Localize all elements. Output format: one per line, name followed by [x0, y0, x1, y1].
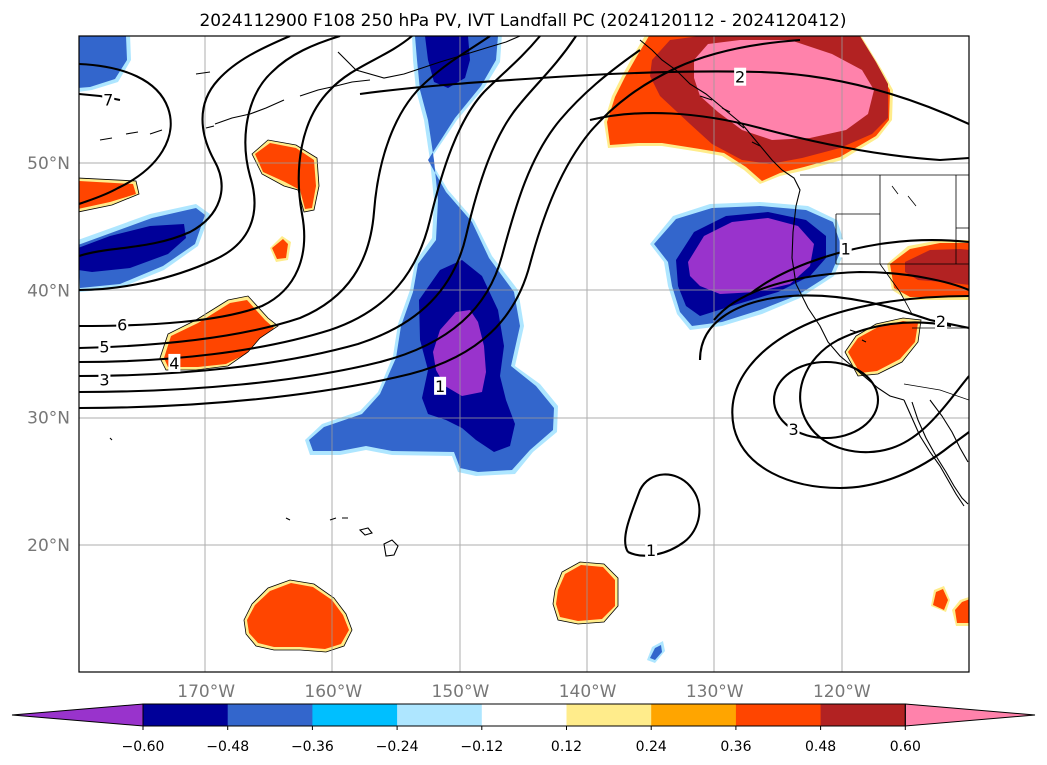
ivt-contours: [79, 36, 969, 557]
gridlines: [79, 36, 969, 672]
colorbar-tick-label: 0.60: [890, 739, 921, 755]
colorbar-extend-min: [11, 703, 144, 727]
colorbar: −0.60 −0.48 −0.36 −0.24 −0.12 0.12 0.24 0.36 0.4…: [11, 703, 1036, 755]
colorbar-frame: [142, 703, 906, 727]
colorbar-segment: [481, 704, 567, 726]
colorbar-tick-label: −0.24: [376, 739, 419, 755]
longitude-label: 140°W: [559, 682, 617, 702]
longitude-label: 160°W: [304, 682, 362, 702]
latitude-label: 40°N: [27, 281, 70, 301]
contour-label: 6: [117, 316, 127, 335]
contour-label-halo: [102, 90, 115, 109]
colorbar-tick-label: −0.12: [460, 739, 503, 755]
colorbar-segment: [651, 704, 737, 726]
contour-label-halo: [734, 67, 747, 86]
map-content: 7 65 4 3 1 2 1 2 3 1: [79, 36, 969, 672]
colorbar-tick-label: 0.48: [805, 739, 836, 755]
contour-label-halo: [116, 315, 129, 334]
contour-label: 3: [788, 420, 798, 439]
contour-label: 3: [99, 370, 109, 389]
colorbar-tick-label: −0.60: [122, 739, 165, 755]
contour-label: 2: [735, 68, 745, 87]
contour-label: 1: [841, 239, 851, 258]
pv-fill-pink: [694, 40, 874, 140]
contour-label-halo: [98, 337, 111, 356]
hawaii-island-icon: [383, 539, 399, 557]
contour-label-halo: [168, 353, 181, 372]
longitude-label: 150°W: [432, 682, 490, 702]
latitude-label: 30°N: [27, 409, 70, 429]
contour-label: 4: [169, 354, 179, 373]
pv-fill-orange-red: [79, 36, 969, 649]
contour-label: 5: [99, 337, 109, 356]
colorbar-segment: [820, 704, 906, 726]
colorbar-segment: [397, 704, 483, 726]
contour-label-halo: [98, 370, 111, 389]
longitude-label: 130°W: [686, 682, 744, 702]
colorbar-segment: [227, 704, 313, 726]
colorbar-tick-label: −0.48: [206, 739, 249, 755]
contour-label: 1: [435, 377, 445, 396]
contour-label: 1: [646, 541, 656, 560]
contour-label-halo: [787, 420, 800, 439]
contour-label-halo: [434, 376, 447, 395]
latitude-labels: 50°N 40°N 30°N 20°N: [27, 154, 70, 556]
colorbar-segment: [143, 704, 229, 726]
positive-pv-shading: [79, 36, 969, 652]
latitude-label: 20°N: [27, 536, 70, 556]
contour-labels: 7 65 4 3 1 2 1 2 3 1: [98, 67, 948, 560]
colorbar-extend-max: [904, 703, 1036, 727]
colorbar-segment: [566, 704, 652, 726]
map-frame: [78, 35, 970, 673]
contour-label: 7: [103, 91, 113, 110]
coastlines: [99, 36, 969, 557]
figure-title: 2024112900 F108 250 hPa PV, IVT Landfall…: [199, 11, 846, 31]
contour-label-halo: [839, 239, 852, 258]
contour-label-halo: [645, 540, 658, 559]
colorbar-segment: [735, 704, 822, 726]
contour-label: 2: [936, 312, 946, 331]
longitude-labels: 170°W 160°W 150°W 140°W 130°W 120°W: [177, 682, 871, 702]
pv-fill-purple: [433, 218, 814, 396]
colorbar-tick-label: 0.24: [636, 739, 667, 755]
colorbar-tick-label: 0.12: [551, 739, 582, 755]
longitude-label: 120°W: [813, 682, 871, 702]
colorbar-tick-label: −0.36: [291, 739, 334, 755]
contour-label-halo: [935, 311, 948, 330]
colorbar-segment: [312, 704, 398, 726]
longitude-label: 170°W: [177, 682, 235, 702]
latitude-label: 50°N: [27, 154, 70, 174]
colorbar-tick-label: 0.36: [720, 739, 751, 755]
